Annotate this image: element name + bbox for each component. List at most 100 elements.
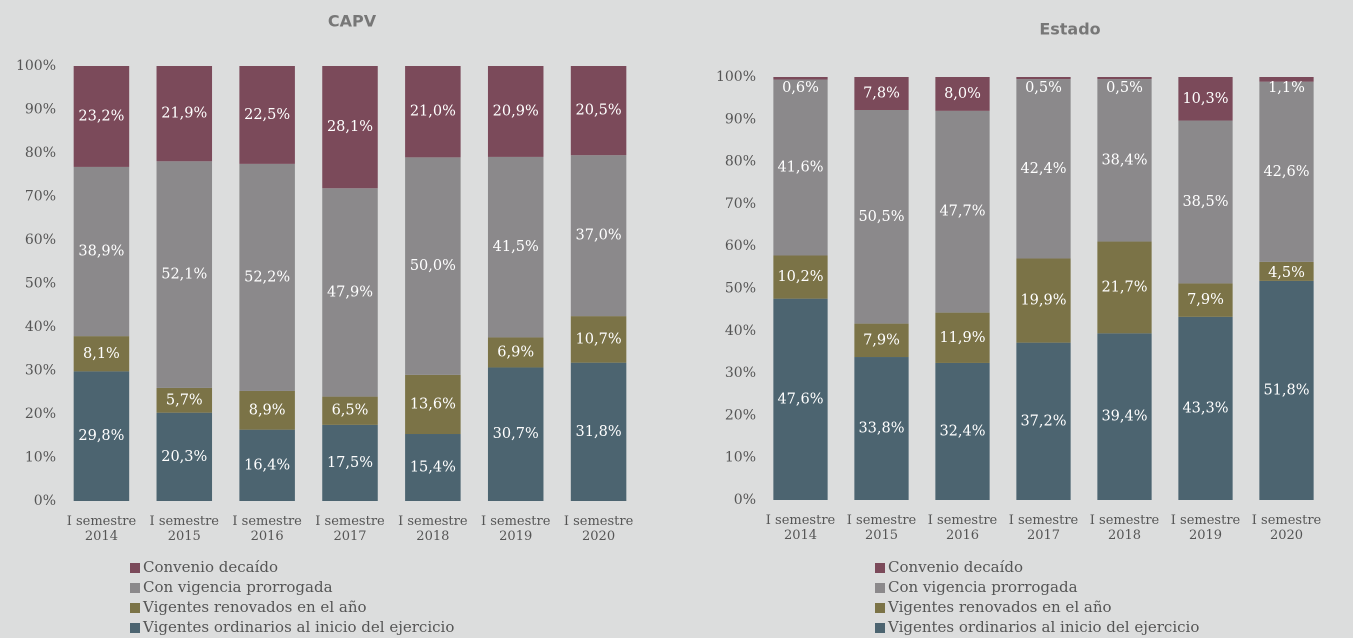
data-label: 21,7% (1101, 279, 1147, 295)
legend-label: Convenio decaído (888, 558, 1023, 576)
bar-segment (854, 77, 909, 110)
y-tick-label: 50% (25, 276, 56, 292)
bar-segment (1178, 77, 1233, 121)
y-tick-label: 50% (725, 281, 756, 297)
bar-segment (1178, 120, 1233, 284)
data-label: 8,9% (249, 402, 286, 418)
bar-segment (854, 109, 909, 324)
bar-segment (73, 336, 130, 372)
data-label: 20,9% (493, 103, 539, 119)
bar-segment (156, 412, 213, 501)
data-label: 38,9% (78, 244, 124, 260)
data-label: 5,7% (166, 392, 203, 408)
bar-segment (239, 66, 295, 164)
data-label: 7,8% (863, 85, 900, 101)
x-tick-label: I semestre 2017 (315, 514, 385, 544)
bar-segment (935, 312, 990, 363)
data-label: 15,4% (410, 460, 456, 476)
data-label: 16,4% (244, 457, 290, 473)
bar-segment (487, 367, 544, 501)
x-tick-label: I semestre 2019 (1170, 513, 1241, 543)
y-tick-label: 60% (725, 238, 756, 254)
data-label: 6,9% (497, 344, 534, 360)
y-tick-label: 40% (725, 323, 756, 339)
legend-label: Vigentes ordinarios al inicio del ejerci… (887, 618, 1199, 636)
bar-segment (239, 429, 295, 501)
data-label: 51,8% (1263, 382, 1309, 398)
data-label: 30,7% (493, 426, 539, 442)
y-tick-label: 30% (725, 365, 756, 381)
data-label: 10,7% (576, 331, 622, 347)
data-label: 20,3% (161, 449, 207, 465)
bar-segment (322, 188, 378, 397)
bar-segment (935, 110, 990, 313)
data-label: 0,5% (1106, 80, 1143, 96)
y-tick-label: 20% (725, 407, 756, 423)
legend-label: Convenio decaído (143, 558, 278, 576)
y-tick-label: 20% (25, 406, 56, 422)
data-label: 8,0% (944, 86, 981, 102)
legend-label: Con vigencia prorrogada (143, 578, 333, 596)
bar-segment (1097, 79, 1152, 242)
y-tick-label: 100% (16, 58, 56, 74)
chart-title: CAPV (328, 12, 377, 31)
data-label: 23,2% (78, 108, 124, 124)
bar-segment (1259, 261, 1314, 281)
data-label: 7,9% (1187, 292, 1224, 308)
y-tick-label: 10% (725, 450, 756, 466)
data-label: 17,5% (327, 455, 373, 471)
y-tick-label: 40% (25, 319, 56, 335)
data-label: 7,9% (863, 332, 900, 348)
bar-segment (773, 77, 828, 80)
legend-swatch (875, 623, 885, 633)
data-label: 0,6% (782, 80, 819, 96)
data-label: 39,4% (1101, 409, 1147, 425)
legend-swatch (130, 603, 140, 613)
data-label: 8,1% (83, 346, 120, 362)
y-tick-label: 60% (25, 232, 56, 248)
bar-segment (487, 337, 544, 368)
x-tick-label: I semestre 2014 (66, 514, 137, 544)
bar-segment (570, 66, 627, 156)
y-tick-label: 70% (725, 196, 756, 212)
legend-swatch (875, 603, 885, 613)
legend-swatch (875, 583, 885, 593)
y-tick-label: 0% (34, 493, 56, 509)
bar-segment (1016, 79, 1071, 259)
y-tick-label: 30% (25, 363, 56, 379)
bar-segment (1259, 77, 1314, 82)
bar-segment (773, 298, 828, 500)
y-tick-label: 10% (25, 450, 56, 466)
data-label: 4,5% (1268, 265, 1305, 281)
bar-segment (570, 155, 627, 317)
bar-segment (322, 396, 378, 425)
data-label: 43,3% (1182, 400, 1228, 416)
data-label: 37,0% (576, 228, 622, 244)
legend-label: Con vigencia prorrogada (888, 578, 1078, 596)
data-label: 20,5% (576, 103, 622, 119)
x-tick-label: I semestre 2020 (563, 514, 634, 544)
y-tick-label: 90% (25, 102, 56, 118)
data-label: 29,8% (78, 428, 124, 444)
x-tick-label: I semestre 2014 (765, 513, 836, 543)
bar-segment (322, 66, 378, 189)
legend-swatch (130, 583, 140, 593)
data-label: 42,6% (1263, 164, 1309, 180)
bar-segment (935, 362, 990, 500)
data-label: 42,4% (1020, 161, 1066, 177)
x-tick-label: I semestre 2015 (846, 513, 917, 543)
x-tick-label: I semestre 2019 (480, 514, 551, 544)
data-label: 11,9% (939, 330, 985, 346)
y-tick-label: 70% (25, 189, 56, 205)
bar-segment (1097, 77, 1152, 80)
bar-segment (487, 156, 544, 338)
y-tick-label: 90% (725, 111, 756, 127)
data-label: 1,1% (1268, 80, 1305, 96)
data-label: 13,6% (410, 396, 456, 412)
legend-label: Vigentes renovados en el año (887, 598, 1112, 616)
bar-segment (156, 66, 213, 162)
bar-segment (1259, 280, 1314, 500)
legend-swatch (130, 563, 140, 573)
x-tick-label: I semestre 2015 (149, 514, 220, 544)
